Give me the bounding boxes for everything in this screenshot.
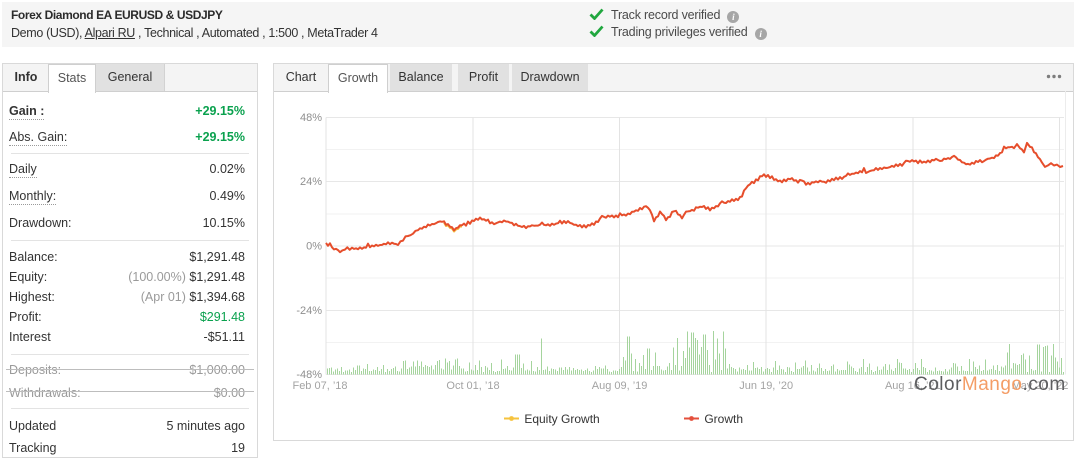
svg-text:May 20, ’22: May 20, ’22 — [1012, 380, 1069, 392]
svg-text:Aug 09, ’19: Aug 09, ’19 — [592, 380, 648, 392]
svg-text:Oct 01, ’18: Oct 01, ’18 — [446, 380, 499, 392]
svg-text:ColorMango.com: ColorMango.com — [914, 374, 1066, 395]
svg-text:-48%: -48% — [296, 369, 322, 381]
svg-text:Jun 19, ’20: Jun 19, ’20 — [739, 380, 793, 392]
svg-text:48%: 48% — [300, 112, 322, 124]
svg-text:0%: 0% — [306, 241, 322, 253]
svg-text:24%: 24% — [300, 176, 322, 188]
svg-text:-24%: -24% — [296, 305, 322, 317]
svg-text:Feb 07, ’18: Feb 07, ’18 — [292, 380, 347, 392]
svg-text:Aug 16, ’21: Aug 16, ’21 — [885, 380, 941, 392]
